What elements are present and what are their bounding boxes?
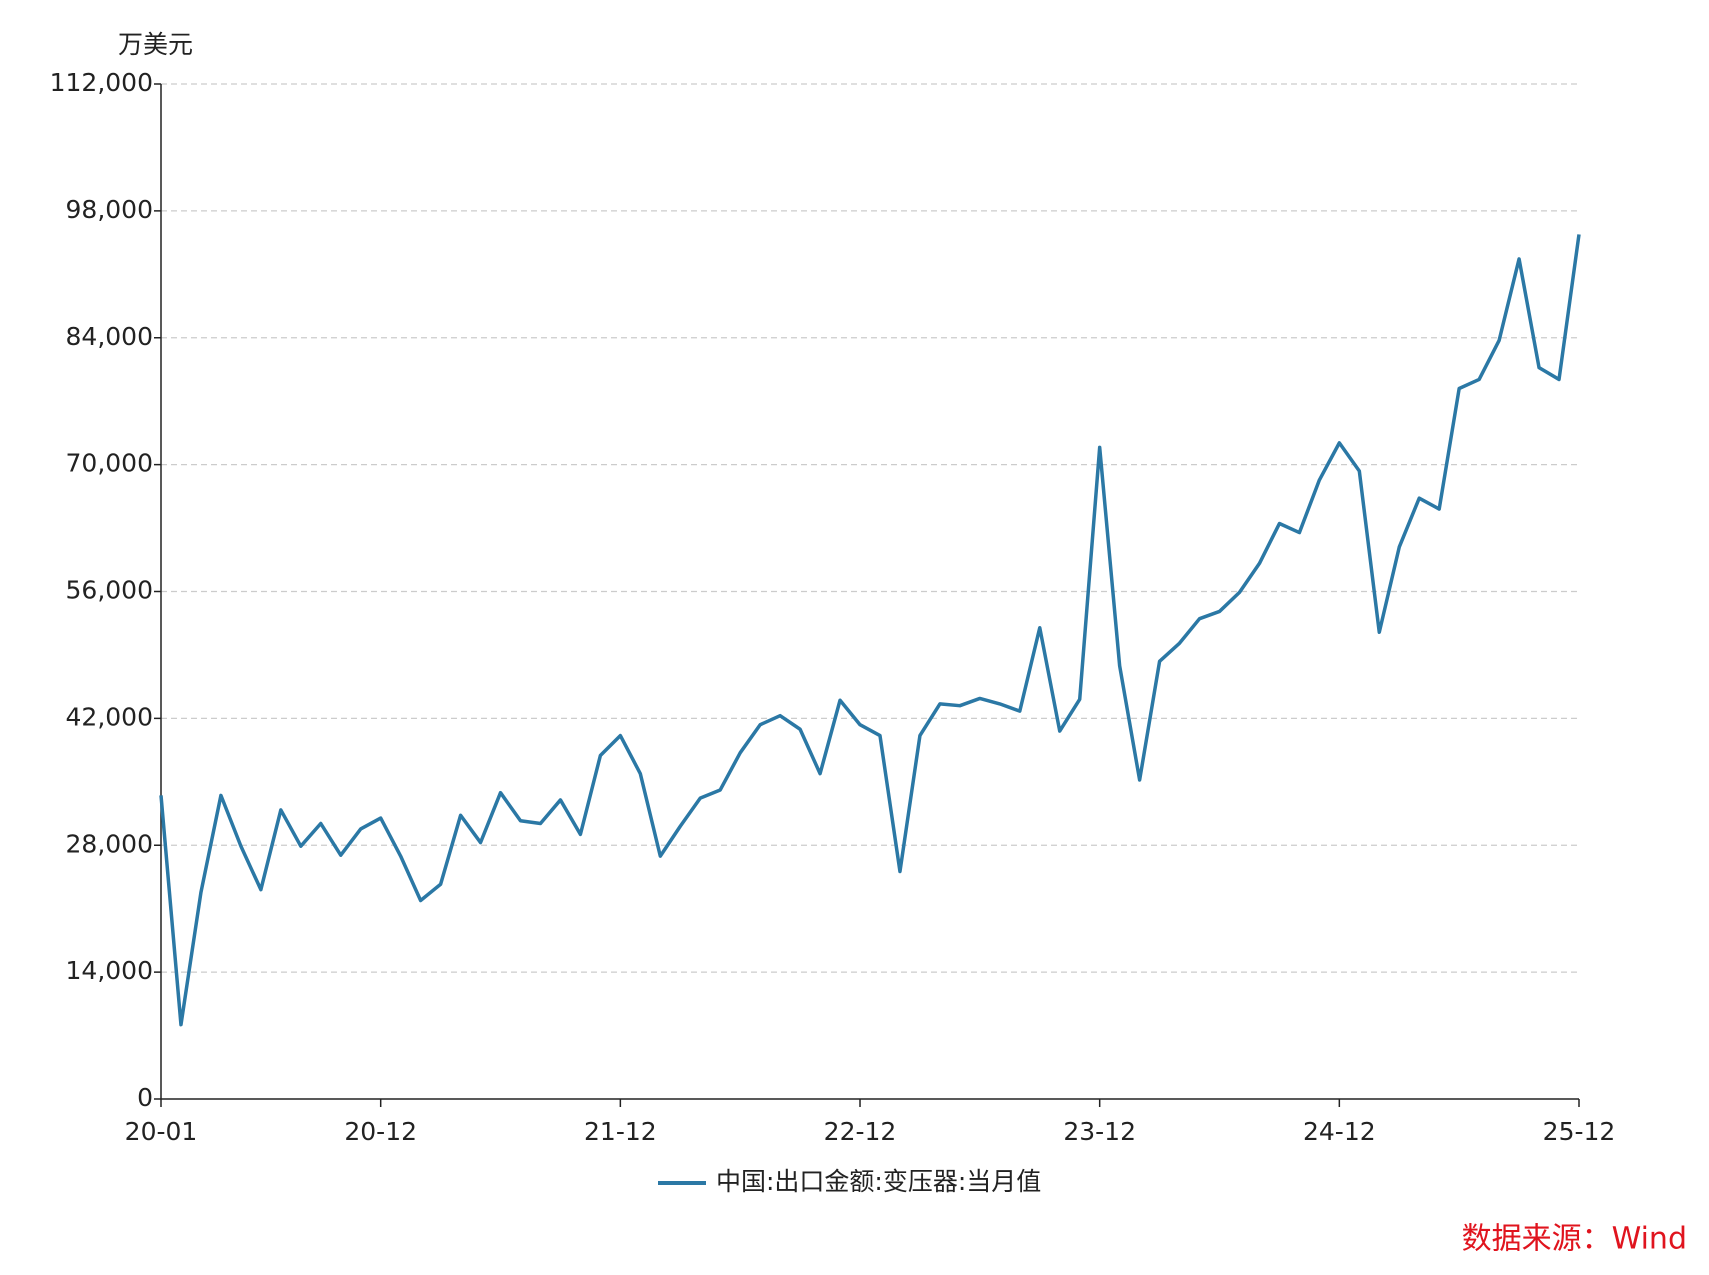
source: 数据来源：Wind xyxy=(1462,1222,1687,1257)
x-tick-label: 24-12 xyxy=(1303,1117,1376,1146)
y-tick-label: 14,000 xyxy=(66,956,153,985)
legend-label: 中国:出口金额:变压器:当月值 xyxy=(716,1167,1041,1196)
y-tick-label: 42,000 xyxy=(66,702,153,731)
y-tick-label: 70,000 xyxy=(66,449,153,478)
y-tick-label: 28,000 xyxy=(66,829,153,858)
x-tick-label: 23-12 xyxy=(1063,1117,1136,1146)
y-tick-label: 56,000 xyxy=(66,576,153,605)
y-tick-label: 84,000 xyxy=(66,322,153,351)
y-tick-label: 98,000 xyxy=(66,195,153,224)
y-tick-label: 112,000 xyxy=(50,68,153,97)
y-unit: 万美元 xyxy=(118,30,193,59)
x-tick-label: 21-12 xyxy=(584,1117,657,1146)
x-tick-label: 22-12 xyxy=(824,1117,897,1146)
y-tick-label: 0 xyxy=(137,1083,153,1112)
x-tick-label: 20-01 xyxy=(125,1117,198,1146)
line-series xyxy=(159,234,1581,1027)
x-tick-label: 25-12 xyxy=(1543,1117,1616,1146)
x-tick-label: 20-12 xyxy=(344,1117,417,1146)
